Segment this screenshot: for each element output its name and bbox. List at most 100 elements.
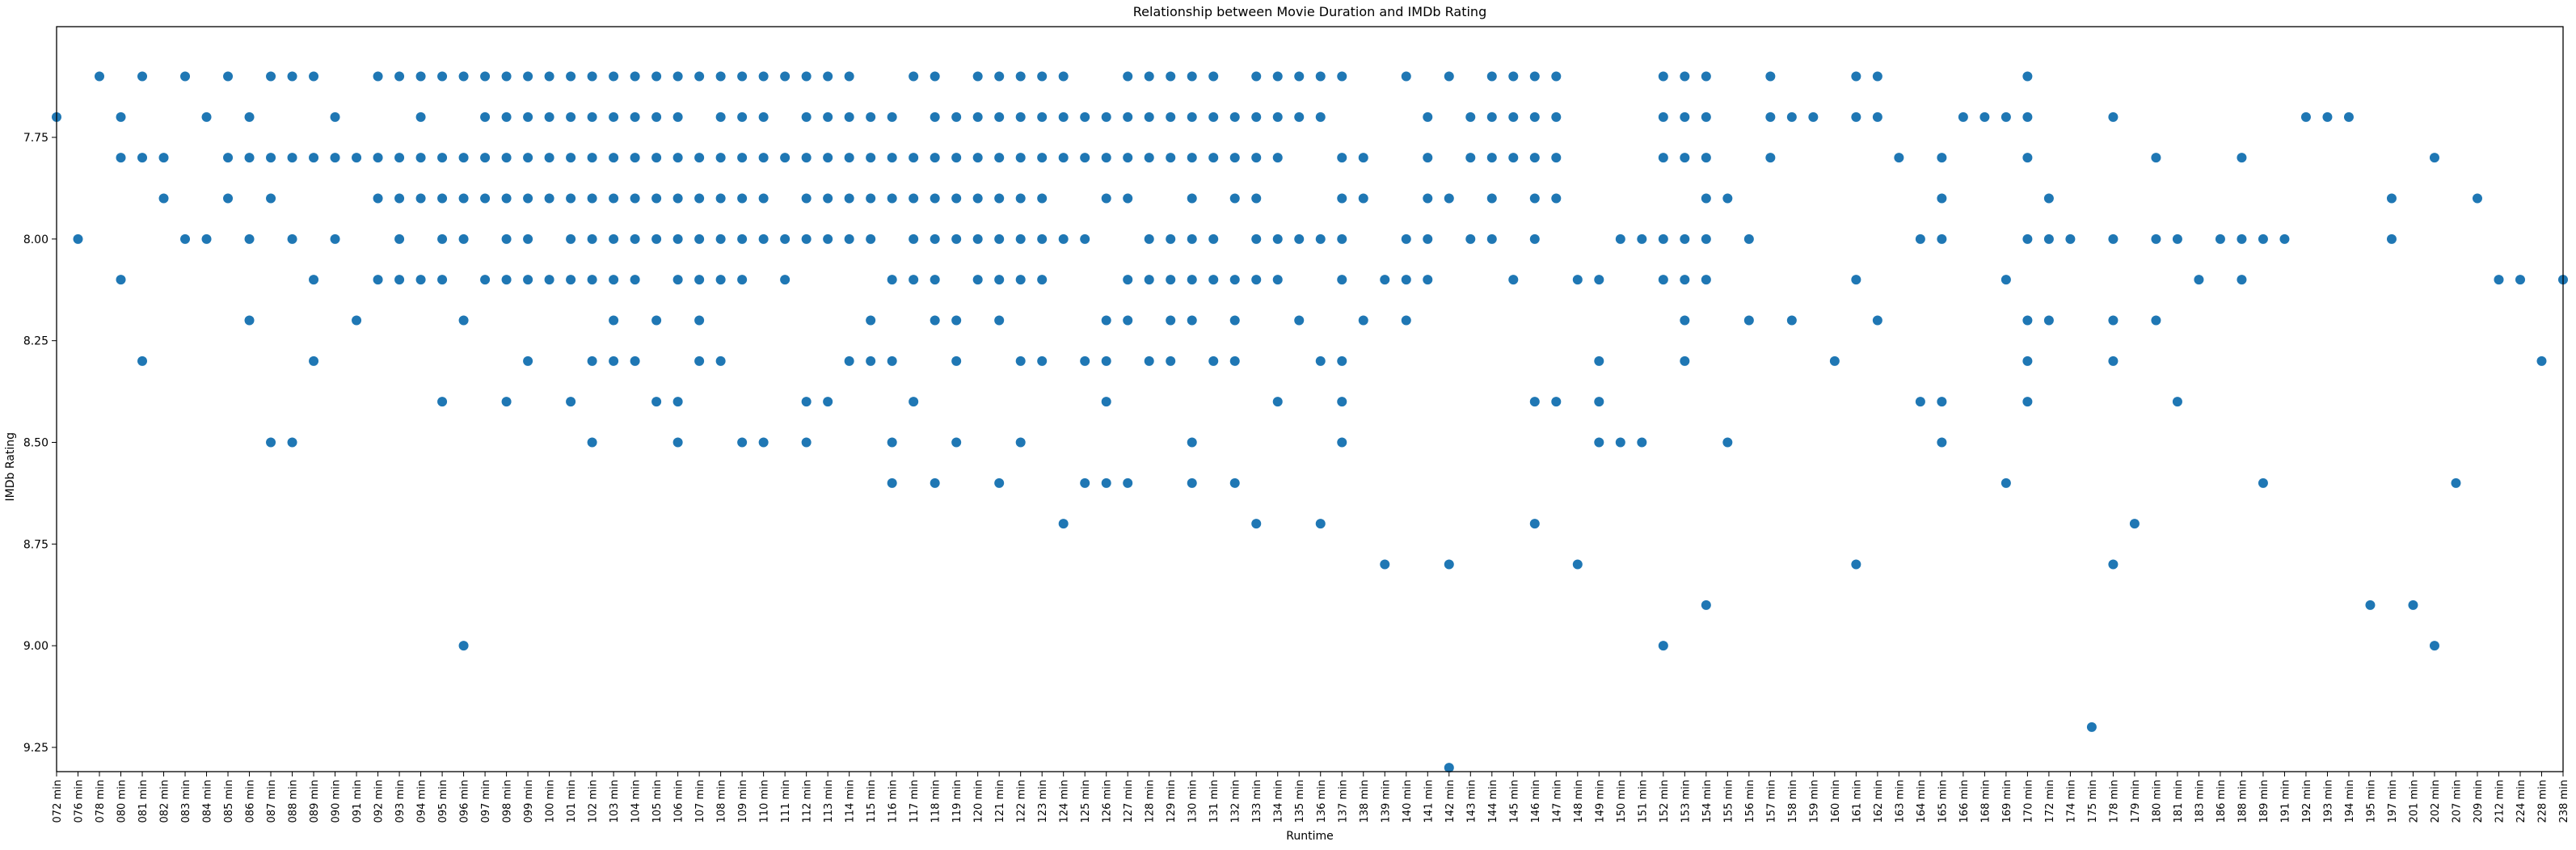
x-tick-label: 116 min xyxy=(887,780,900,823)
data-point xyxy=(1229,153,1240,163)
data-point xyxy=(930,71,940,82)
data-point xyxy=(1015,234,1026,244)
x-tick-label: 088 min xyxy=(288,780,300,823)
data-point xyxy=(715,112,726,122)
data-point xyxy=(1166,153,1176,163)
data-point xyxy=(844,193,854,204)
data-point xyxy=(909,71,919,82)
data-point xyxy=(95,71,105,82)
data-point xyxy=(2043,315,2054,326)
data-point xyxy=(1937,397,1947,407)
data-point xyxy=(437,193,448,204)
data-point xyxy=(1144,153,1154,163)
x-tick-label: 129 min xyxy=(1166,780,1178,823)
x-tick-label: 085 min xyxy=(223,780,235,823)
data-point xyxy=(1529,112,1540,122)
data-point xyxy=(116,112,126,122)
data-point xyxy=(587,356,597,366)
data-point xyxy=(1208,153,1219,163)
data-point xyxy=(352,153,362,163)
data-point xyxy=(1765,153,1776,163)
data-point xyxy=(287,234,297,244)
data-point xyxy=(1937,193,1947,204)
x-tick-label: 156 min xyxy=(1744,780,1756,823)
data-point xyxy=(1423,275,1433,285)
data-point xyxy=(1144,356,1154,366)
data-point xyxy=(972,193,983,204)
data-point xyxy=(651,153,662,163)
data-point xyxy=(737,275,748,285)
data-point xyxy=(758,234,769,244)
x-tick-label: 157 min xyxy=(1765,780,1777,823)
y-tick-label: 8.25 xyxy=(23,335,48,348)
x-tick-label: 186 min xyxy=(2216,780,2228,823)
data-point xyxy=(2237,153,2247,163)
data-point xyxy=(2108,315,2119,326)
data-point xyxy=(1187,153,1197,163)
data-point xyxy=(994,71,1005,82)
data-point xyxy=(609,356,619,366)
data-point xyxy=(1529,519,1540,529)
data-point xyxy=(1937,437,1947,448)
x-tick-label: 175 min xyxy=(2087,780,2099,823)
x-tick-label: 191 min xyxy=(2279,780,2291,823)
data-point xyxy=(480,153,491,163)
x-tick-label: 086 min xyxy=(245,780,257,823)
data-point xyxy=(2086,722,2097,732)
x-tick-label: 165 min xyxy=(1937,780,1949,823)
x-tick-label: 128 min xyxy=(1145,780,1157,823)
x-tick-label: 144 min xyxy=(1487,780,1499,823)
data-point xyxy=(1743,234,1754,244)
data-point xyxy=(2172,234,2182,244)
data-point xyxy=(1551,71,1562,82)
data-point xyxy=(544,112,554,122)
data-point xyxy=(437,397,448,407)
x-tick-label: 155 min xyxy=(1722,780,1735,823)
data-point xyxy=(458,153,469,163)
data-point xyxy=(609,275,619,285)
data-point xyxy=(1701,234,1711,244)
data-point xyxy=(951,193,962,204)
data-point xyxy=(1272,71,1283,82)
x-tick-label: 076 min xyxy=(74,780,86,823)
data-point xyxy=(480,275,491,285)
x-tick-label: 150 min xyxy=(1616,780,1628,823)
data-point xyxy=(844,356,854,366)
data-point xyxy=(1315,234,1326,244)
data-point xyxy=(1294,234,1305,244)
data-point xyxy=(1187,71,1197,82)
data-point xyxy=(223,153,234,163)
data-point xyxy=(566,193,576,204)
data-point xyxy=(1615,437,1625,448)
data-point xyxy=(1166,71,1176,82)
data-point xyxy=(1251,193,1262,204)
x-tick-label: 126 min xyxy=(1102,780,1114,823)
data-point xyxy=(1658,275,1668,285)
data-point xyxy=(1680,356,1690,366)
data-point xyxy=(394,275,405,285)
x-tick-label: 238 min xyxy=(2558,780,2570,823)
data-point xyxy=(394,193,405,204)
data-point xyxy=(309,356,319,366)
data-point xyxy=(1337,275,1347,285)
data-point xyxy=(1208,275,1219,285)
x-tick-label: 195 min xyxy=(2365,780,2377,823)
data-point xyxy=(1680,112,1690,122)
data-point xyxy=(1337,234,1347,244)
data-point xyxy=(2322,112,2333,122)
x-tick-label: 105 min xyxy=(651,780,664,823)
x-tick-label: 102 min xyxy=(588,780,600,823)
data-point xyxy=(1123,315,1133,326)
x-tick-label: 121 min xyxy=(994,780,1006,823)
x-tick-label: 151 min xyxy=(1637,780,1649,823)
x-tick-label: 160 min xyxy=(1830,780,1842,823)
data-point xyxy=(1529,71,1540,82)
data-point xyxy=(1123,478,1133,488)
data-point xyxy=(266,153,276,163)
data-point xyxy=(1508,112,1519,122)
data-point xyxy=(1937,153,1947,163)
data-point xyxy=(1208,71,1219,82)
x-tick-label: 133 min xyxy=(1251,780,1263,823)
data-point xyxy=(930,275,940,285)
data-point xyxy=(1401,234,1411,244)
